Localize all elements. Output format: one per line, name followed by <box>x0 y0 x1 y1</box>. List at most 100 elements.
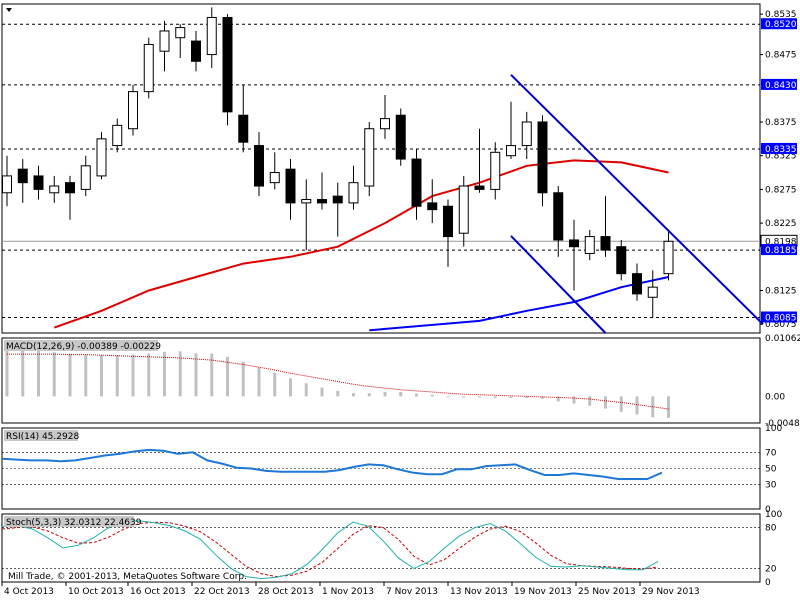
candle-bull <box>458 185 469 234</box>
macd-histogram-bar <box>131 354 135 397</box>
candle-bear <box>632 273 642 295</box>
candle-bear <box>569 239 579 248</box>
x-tick-label: 1 Nov 2013 <box>322 587 374 597</box>
macd-histogram-bar <box>226 356 229 397</box>
macd-histogram-bar <box>320 387 324 397</box>
macd-histogram-bar <box>635 396 639 415</box>
macd-histogram-bar <box>604 396 607 409</box>
candle-bear <box>600 236 611 251</box>
x-tick-label: 28 Oct 2013 <box>258 587 314 597</box>
level-price-label: 0.8430 <box>765 81 797 91</box>
rsi-tick-label: 100 <box>765 424 782 434</box>
candle-bull <box>128 91 138 130</box>
candle-bull <box>506 145 516 157</box>
macd-histogram-bar <box>68 353 72 397</box>
macd-histogram-bar <box>257 367 261 397</box>
candle-bull <box>159 30 170 52</box>
macd-histogram-bar <box>5 348 9 397</box>
macd-histogram-bar <box>52 352 56 397</box>
x-tick-label: 4 Oct 2013 <box>4 587 54 597</box>
rsi-title: RSI(14) 45.2928 <box>6 432 79 442</box>
macd-histogram-bar <box>462 396 466 398</box>
candle-bear <box>443 205 453 238</box>
macd-histogram-bar <box>556 396 560 402</box>
stoch-title: Stoch(5,3,3) 32.0312 22.4639 <box>6 518 142 528</box>
level-price-box <box>761 311 797 323</box>
macd-histogram-bar <box>210 353 214 397</box>
macd-histogram-bar <box>178 351 182 397</box>
candle-bear <box>317 199 327 204</box>
x-tick-label: 13 Nov 2013 <box>450 587 508 597</box>
candle-bear <box>537 121 548 194</box>
price-tick-label: 0.8225 <box>765 219 797 229</box>
level-price-box <box>761 142 797 154</box>
macd-histogram-bar <box>115 355 119 397</box>
stoch-tick-label: 20 <box>765 564 777 574</box>
level-price-box <box>761 244 797 256</box>
macd-histogram-bar <box>619 396 623 412</box>
candle-bull <box>96 138 107 177</box>
x-tick-label: 10 Oct 2013 <box>68 587 124 597</box>
candle-bear <box>17 168 28 184</box>
candle-bull <box>175 27 186 39</box>
candle-bear <box>427 202 438 211</box>
macd-histogram-bar <box>478 396 481 398</box>
candle-bull <box>301 199 312 204</box>
candle-bull <box>143 43 154 93</box>
macd-histogram-bar <box>493 396 497 399</box>
macd-histogram-bar <box>572 396 576 404</box>
macd-histogram-bar <box>163 351 166 397</box>
macd-histogram-bar <box>336 390 340 397</box>
candle-bear <box>553 192 564 241</box>
price-tick-label: 0.8535 <box>765 10 797 20</box>
macd-histogram-bar <box>273 372 277 397</box>
macd-histogram-bar <box>84 354 88 397</box>
candle-bear <box>285 168 296 204</box>
macd-histogram-bar <box>241 361 245 397</box>
macd-histogram-bar <box>415 393 418 397</box>
stoch-tick-label: 0 <box>765 578 771 588</box>
macd-histogram-bar <box>21 349 25 397</box>
candle-bull <box>112 124 123 147</box>
candle-bear <box>254 145 264 187</box>
macd-histogram-bar <box>100 355 103 397</box>
macd-histogram-bar <box>667 396 670 418</box>
candle-bear <box>65 182 75 194</box>
price-tick-label: 0.8125 <box>765 287 797 297</box>
price-tick-label: 0.8275 <box>765 185 797 195</box>
stoch-signal-line <box>1 521 659 578</box>
x-tick-label: 16 Oct 2013 <box>130 587 186 597</box>
level-price-label: 0.8520 <box>765 20 797 30</box>
macd-tick-label: 0.00 <box>765 392 785 402</box>
level-price-box <box>761 18 797 30</box>
macd-histogram-bar <box>509 396 513 399</box>
macd-histogram-bar <box>651 396 655 418</box>
candle-bear <box>191 40 201 62</box>
price-tick-label: 0.8325 <box>765 152 797 162</box>
macd-histogram-bar <box>399 391 403 397</box>
channel-line <box>510 74 764 325</box>
level-price-box <box>761 78 797 90</box>
macd-title-bg <box>4 340 158 351</box>
candle-bear <box>332 195 343 204</box>
macd-histogram-bar <box>147 353 151 397</box>
macd-histogram-bar <box>383 391 387 397</box>
macd-histogram-bar <box>352 393 355 397</box>
macd-histogram-bar <box>541 396 544 399</box>
x-tick-label: 29 Nov 2013 <box>642 587 700 597</box>
x-tick-label: 25 Nov 2013 <box>578 587 636 597</box>
macd-tick-label: -0.00484 <box>765 419 800 429</box>
moving-average-blue <box>369 276 669 332</box>
rsi-tick-label: 0 <box>765 505 771 515</box>
rsi-tick-label: 70 <box>765 448 777 458</box>
level-price-label: 0.8185 <box>765 246 797 256</box>
candle-bear <box>395 114 406 160</box>
chart-menu-triangle-icon <box>6 8 12 12</box>
macd-histogram-bar <box>304 383 308 397</box>
candle-bull <box>521 121 532 147</box>
macd-histogram-bar <box>430 394 434 397</box>
price-tick-label: 0.8375 <box>765 118 797 128</box>
channel-line <box>510 235 607 334</box>
candle-bull <box>348 182 359 204</box>
